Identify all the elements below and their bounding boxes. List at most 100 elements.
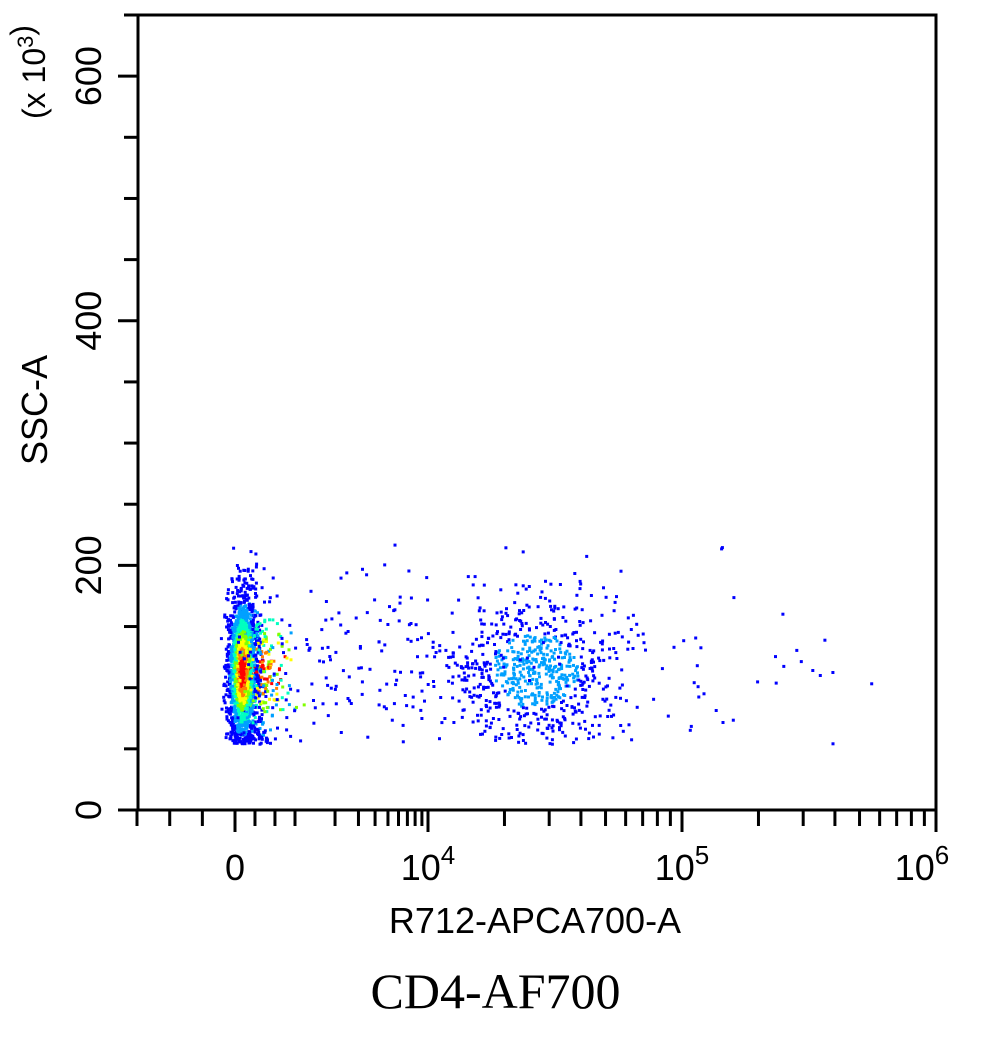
event-dot: [425, 654, 429, 658]
event-dot: [568, 664, 572, 668]
event-dot: [254, 552, 258, 556]
event-dot: [484, 699, 488, 702]
event-dot: [222, 695, 226, 699]
event-dot: [230, 672, 234, 676]
event-dot: [557, 683, 561, 687]
event-dot: [479, 618, 483, 622]
event-dot: [517, 695, 521, 699]
event-dot: [581, 621, 585, 625]
event-dot: [571, 672, 575, 676]
event-dot: [550, 608, 553, 612]
event-dot: [543, 658, 547, 662]
event-dot: [254, 643, 258, 646]
event-dot: [616, 630, 620, 634]
event-dot: [307, 648, 311, 652]
event-dot: [257, 717, 261, 721]
event-dot: [533, 699, 537, 703]
event-dot: [262, 567, 266, 571]
event-dot: [254, 627, 258, 631]
event-dot: [233, 724, 237, 728]
event-dot: [461, 688, 465, 692]
event-dot: [244, 604, 248, 608]
event-dot: [570, 705, 574, 709]
event-dot: [615, 595, 618, 599]
event-dot: [556, 607, 560, 611]
event-dot: [334, 684, 338, 688]
event-dot: [621, 729, 625, 733]
event-dot: [516, 650, 520, 654]
event-dot: [249, 574, 252, 578]
event-dot: [434, 651, 438, 654]
event-dot: [569, 696, 573, 700]
event-dot: [234, 585, 238, 589]
event-dot: [795, 648, 799, 652]
event-dot: [523, 642, 527, 646]
event-dot: [241, 723, 245, 727]
event-dot: [660, 667, 664, 671]
event-dot: [562, 693, 565, 697]
event-dot: [514, 618, 518, 622]
event-dot: [631, 613, 635, 617]
event-dot: [558, 643, 562, 647]
event-dot: [420, 717, 424, 720]
event-dot: [236, 621, 240, 625]
event-dot: [533, 648, 537, 652]
event-dot: [280, 618, 284, 622]
event-dot: [242, 718, 246, 722]
event-dot: [264, 701, 268, 705]
x-axis-ticks: 0 104 105 106: [135, 810, 949, 888]
event-dot: [256, 720, 260, 724]
event-dot: [471, 662, 475, 666]
event-dot: [339, 623, 343, 627]
event-dot: [250, 668, 254, 672]
event-dot: [234, 619, 238, 623]
event-dot: [235, 733, 239, 737]
event-dot: [256, 680, 260, 683]
event-dot: [486, 685, 490, 689]
event-dot: [541, 623, 545, 627]
event-dot: [252, 645, 255, 649]
event-dot: [782, 664, 786, 668]
event-dot: [510, 681, 514, 685]
event-dot: [247, 736, 251, 740]
event-dot: [533, 697, 537, 700]
event-dot: [305, 643, 309, 646]
event-dot: [696, 685, 700, 689]
event-dot: [552, 609, 556, 613]
event-dot: [239, 702, 243, 706]
event-dot: [626, 616, 630, 620]
event-dot: [526, 634, 530, 638]
event-dot: [275, 594, 279, 598]
event-dot: [550, 726, 554, 730]
event-dot: [229, 614, 233, 618]
event-dot: [278, 667, 281, 671]
event-dot: [267, 649, 271, 653]
event-dot: [457, 598, 461, 602]
event-dot: [612, 713, 616, 717]
event-dot: [541, 732, 545, 736]
event-dot: [265, 677, 269, 681]
event-dot: [245, 608, 249, 612]
event-dot: [551, 655, 555, 659]
event-dot: [251, 624, 255, 628]
event-dot: [506, 693, 510, 696]
event-dot: [246, 680, 250, 684]
event-dot: [225, 715, 229, 719]
event-dot: [533, 670, 537, 674]
event-dot: [497, 701, 501, 705]
event-dot: [242, 568, 246, 572]
event-dot: [231, 615, 235, 619]
event-dot: [620, 683, 624, 687]
event-dot: [870, 682, 874, 686]
event-dot: [263, 620, 267, 624]
event-dot: [256, 650, 260, 654]
event-dot: [255, 673, 259, 677]
event-dot: [453, 661, 457, 665]
event-dot: [257, 648, 261, 652]
event-dot: [241, 594, 245, 598]
event-dot: [231, 626, 235, 630]
event-dot: [268, 618, 271, 622]
event-dot: [462, 671, 466, 675]
event-dot: [541, 695, 544, 699]
event-dot: [477, 695, 481, 699]
